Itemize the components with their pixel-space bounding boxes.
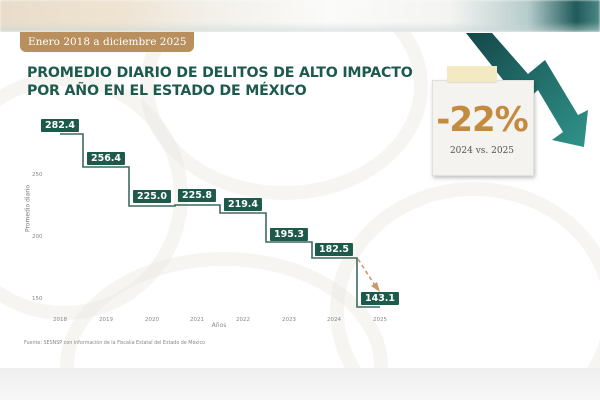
x-axis-label: Años bbox=[211, 322, 227, 329]
title-line-1: PROMEDIO DIARIO DE DELITOS DE ALTO IMPAC… bbox=[27, 65, 413, 81]
title-line-2: POR AÑO EN EL ESTADO DE MÉXICO bbox=[27, 83, 307, 99]
card-tape bbox=[447, 66, 497, 82]
x-tick: 2025 bbox=[373, 317, 387, 323]
x-tick: 2024 bbox=[327, 317, 341, 323]
comparison-label: 2024 vs. 2025 bbox=[449, 146, 515, 156]
x-tick: 2022 bbox=[236, 317, 250, 323]
value-label-2023: 195.3 bbox=[269, 228, 309, 241]
change-callout-card bbox=[432, 80, 534, 176]
value-label-2024: 182.5 bbox=[314, 243, 354, 256]
value-label-2022: 219.4 bbox=[223, 198, 263, 211]
date-range-badge: Enero 2018 a diciembre 2025 bbox=[20, 32, 195, 52]
top-blurred-banner bbox=[0, 0, 600, 32]
value-label-2019: 256.4 bbox=[86, 152, 126, 165]
bottom-band bbox=[0, 368, 600, 400]
y-tick-150: 150 bbox=[32, 296, 43, 302]
chart-title: PROMEDIO DIARIO DE DELITOS DE ALTO IMPAC… bbox=[27, 64, 413, 100]
value-label-2021: 225.8 bbox=[177, 189, 217, 202]
x-tick: 2018 bbox=[53, 317, 67, 323]
percent-change: -22% bbox=[436, 100, 529, 140]
x-tick: 2023 bbox=[282, 317, 296, 323]
y-tick-250: 250 bbox=[32, 172, 43, 178]
value-label-2018: 282.4 bbox=[40, 119, 80, 132]
x-tick: 2019 bbox=[99, 317, 113, 323]
x-tick: 2021 bbox=[190, 317, 204, 323]
x-tick: 2020 bbox=[145, 317, 159, 323]
value-label-2025: 143.1 bbox=[360, 292, 400, 305]
source-note: Fuente: SESNSP con información de la Fis… bbox=[24, 341, 206, 346]
y-tick-200: 200 bbox=[32, 234, 43, 240]
value-label-2020: 225.0 bbox=[132, 190, 172, 203]
